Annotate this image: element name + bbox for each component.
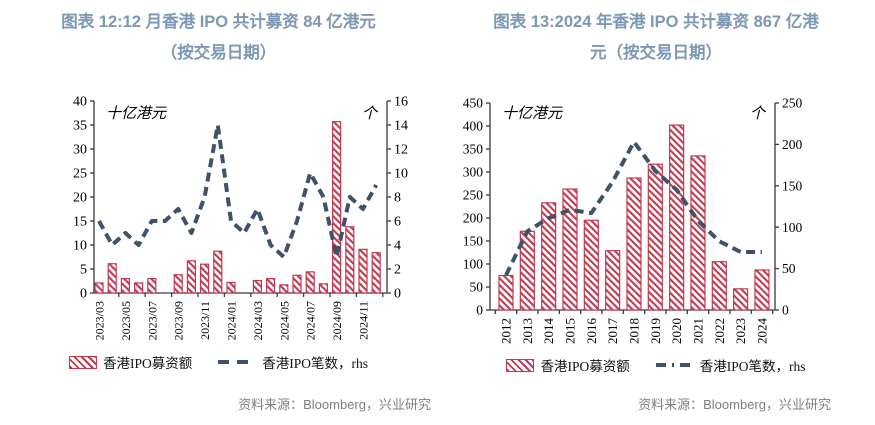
svg-text:35: 35	[73, 119, 87, 134]
svg-text:2012: 2012	[499, 318, 514, 344]
chart-title-line1: 图表 12:12 月香港 IPO 共计募资 84 亿港元	[61, 13, 376, 31]
svg-text:0: 0	[782, 303, 789, 318]
svg-text:2019: 2019	[648, 318, 663, 344]
svg-text:2024/11: 2024/11	[357, 301, 371, 340]
chart-legend: 香港IPO募资额 香港IPO笔数，rhs	[437, 355, 875, 375]
svg-text:2: 2	[394, 263, 401, 278]
svg-text:2023/11: 2023/11	[198, 301, 212, 340]
svg-text:10: 10	[73, 239, 87, 254]
legend-bar-swatch	[68, 355, 97, 369]
svg-text:2017: 2017	[605, 318, 620, 345]
svg-text:个: 个	[362, 105, 379, 122]
svg-text:150: 150	[463, 234, 484, 249]
svg-text:十亿港元: 十亿港元	[106, 105, 167, 122]
svg-text:5: 5	[80, 263, 87, 278]
svg-text:14: 14	[394, 119, 408, 134]
svg-text:25: 25	[73, 167, 87, 182]
svg-text:10: 10	[394, 167, 408, 182]
chart-panel-monthly: 图表 12:12 月香港 IPO 共计募资 84 亿港元 （按交易日期） 0 5 1…	[0, 0, 437, 425]
legend-bar-label: 香港IPO募资额	[102, 356, 193, 371]
svg-text:50: 50	[470, 280, 484, 295]
svg-text:40: 40	[73, 95, 87, 110]
svg-text:16: 16	[394, 95, 408, 110]
source-note: 资料来源：Bloomberg，兴业研究	[638, 397, 831, 412]
svg-text:0: 0	[80, 287, 87, 302]
svg-text:2024/01: 2024/01	[225, 301, 239, 340]
svg-text:450: 450	[463, 96, 484, 111]
svg-text:4: 4	[394, 239, 401, 254]
svg-text:2022: 2022	[712, 318, 727, 344]
chart-title-line1: 图表 13:2024 年香港 IPO 共计募资 867 亿港	[493, 13, 819, 31]
svg-text:2023/05: 2023/05	[119, 301, 133, 340]
svg-text:0: 0	[476, 303, 483, 318]
legend-line-label: 香港IPO笔数，rhs	[262, 356, 369, 371]
svg-text:50: 50	[782, 261, 796, 276]
svg-text:2023/09: 2023/09	[172, 301, 186, 340]
legend-dashed-line-swatch	[655, 363, 692, 367]
svg-text:2024/03: 2024/03	[251, 301, 265, 340]
svg-text:2024/05: 2024/05	[277, 301, 291, 340]
ipo-yearly-chart-canvas: 0 50 100 150 200 250 300 350 400 450 0 50 100 150 200 2…	[463, 96, 803, 345]
svg-text:150: 150	[782, 178, 803, 193]
svg-text:2024/07: 2024/07	[304, 301, 318, 340]
svg-text:2016: 2016	[584, 318, 599, 345]
svg-text:十亿港元: 十亿港元	[502, 105, 563, 122]
chart-panel-yearly: 图表 13:2024 年香港 IPO 共计募资 867 亿港 元（按交易日期） …	[437, 0, 875, 425]
chart-title-monthly: 图表 12:12 月香港 IPO 共计募资 84 亿港元 （按交易日期）	[0, 7, 437, 69]
svg-text:2015: 2015	[562, 318, 577, 344]
svg-text:200: 200	[463, 211, 484, 226]
svg-text:2018: 2018	[626, 318, 641, 344]
svg-text:100: 100	[782, 220, 803, 235]
ipo-monthly-chart-canvas: 0 5 10 15 20 25 30 35 40 0 2 4 6 8 10 12 14 16 十亿港元 个 2023/0…	[73, 95, 408, 341]
svg-text:2024: 2024	[754, 318, 769, 345]
svg-text:2024/09: 2024/09	[330, 301, 344, 340]
svg-text:250: 250	[782, 96, 803, 111]
chart-title-line2: 元（按交易日期）	[590, 44, 722, 62]
svg-text:2023/03: 2023/03	[93, 301, 107, 340]
legend-line-label: 香港IPO笔数，rhs	[699, 359, 806, 374]
chart-title-line2: （按交易日期）	[160, 44, 277, 62]
svg-text:100: 100	[463, 257, 484, 272]
svg-text:2014: 2014	[541, 318, 556, 345]
svg-text:15: 15	[73, 215, 87, 230]
chart-title-yearly: 图表 13:2024 年香港 IPO 共计募资 867 亿港 元（按交易日期）	[437, 7, 875, 69]
svg-text:2013: 2013	[520, 318, 535, 344]
legend-bar-label: 香港IPO募资额	[540, 359, 630, 374]
svg-text:个: 个	[750, 105, 767, 122]
svg-text:8: 8	[394, 191, 401, 206]
svg-text:2021: 2021	[690, 318, 705, 344]
legend-dashed-line-swatch	[218, 360, 255, 364]
svg-text:300: 300	[463, 165, 484, 180]
svg-text:6: 6	[394, 215, 401, 230]
svg-text:12: 12	[394, 143, 408, 158]
chart-legend: 香港IPO募资额 香港IPO笔数，rhs	[0, 352, 437, 372]
svg-text:350: 350	[463, 142, 484, 157]
svg-text:0: 0	[394, 287, 401, 302]
svg-text:400: 400	[463, 119, 484, 134]
legend-bar-swatch	[506, 358, 535, 372]
svg-text:2020: 2020	[669, 318, 684, 344]
source-note: 资料来源：Bloomberg，兴业研究	[238, 397, 431, 412]
svg-text:250: 250	[463, 188, 484, 203]
svg-text:20: 20	[73, 191, 87, 206]
svg-text:30: 30	[73, 143, 87, 158]
svg-text:2023/07: 2023/07	[145, 301, 159, 340]
svg-text:2023: 2023	[733, 318, 748, 344]
svg-text:200: 200	[782, 137, 803, 152]
